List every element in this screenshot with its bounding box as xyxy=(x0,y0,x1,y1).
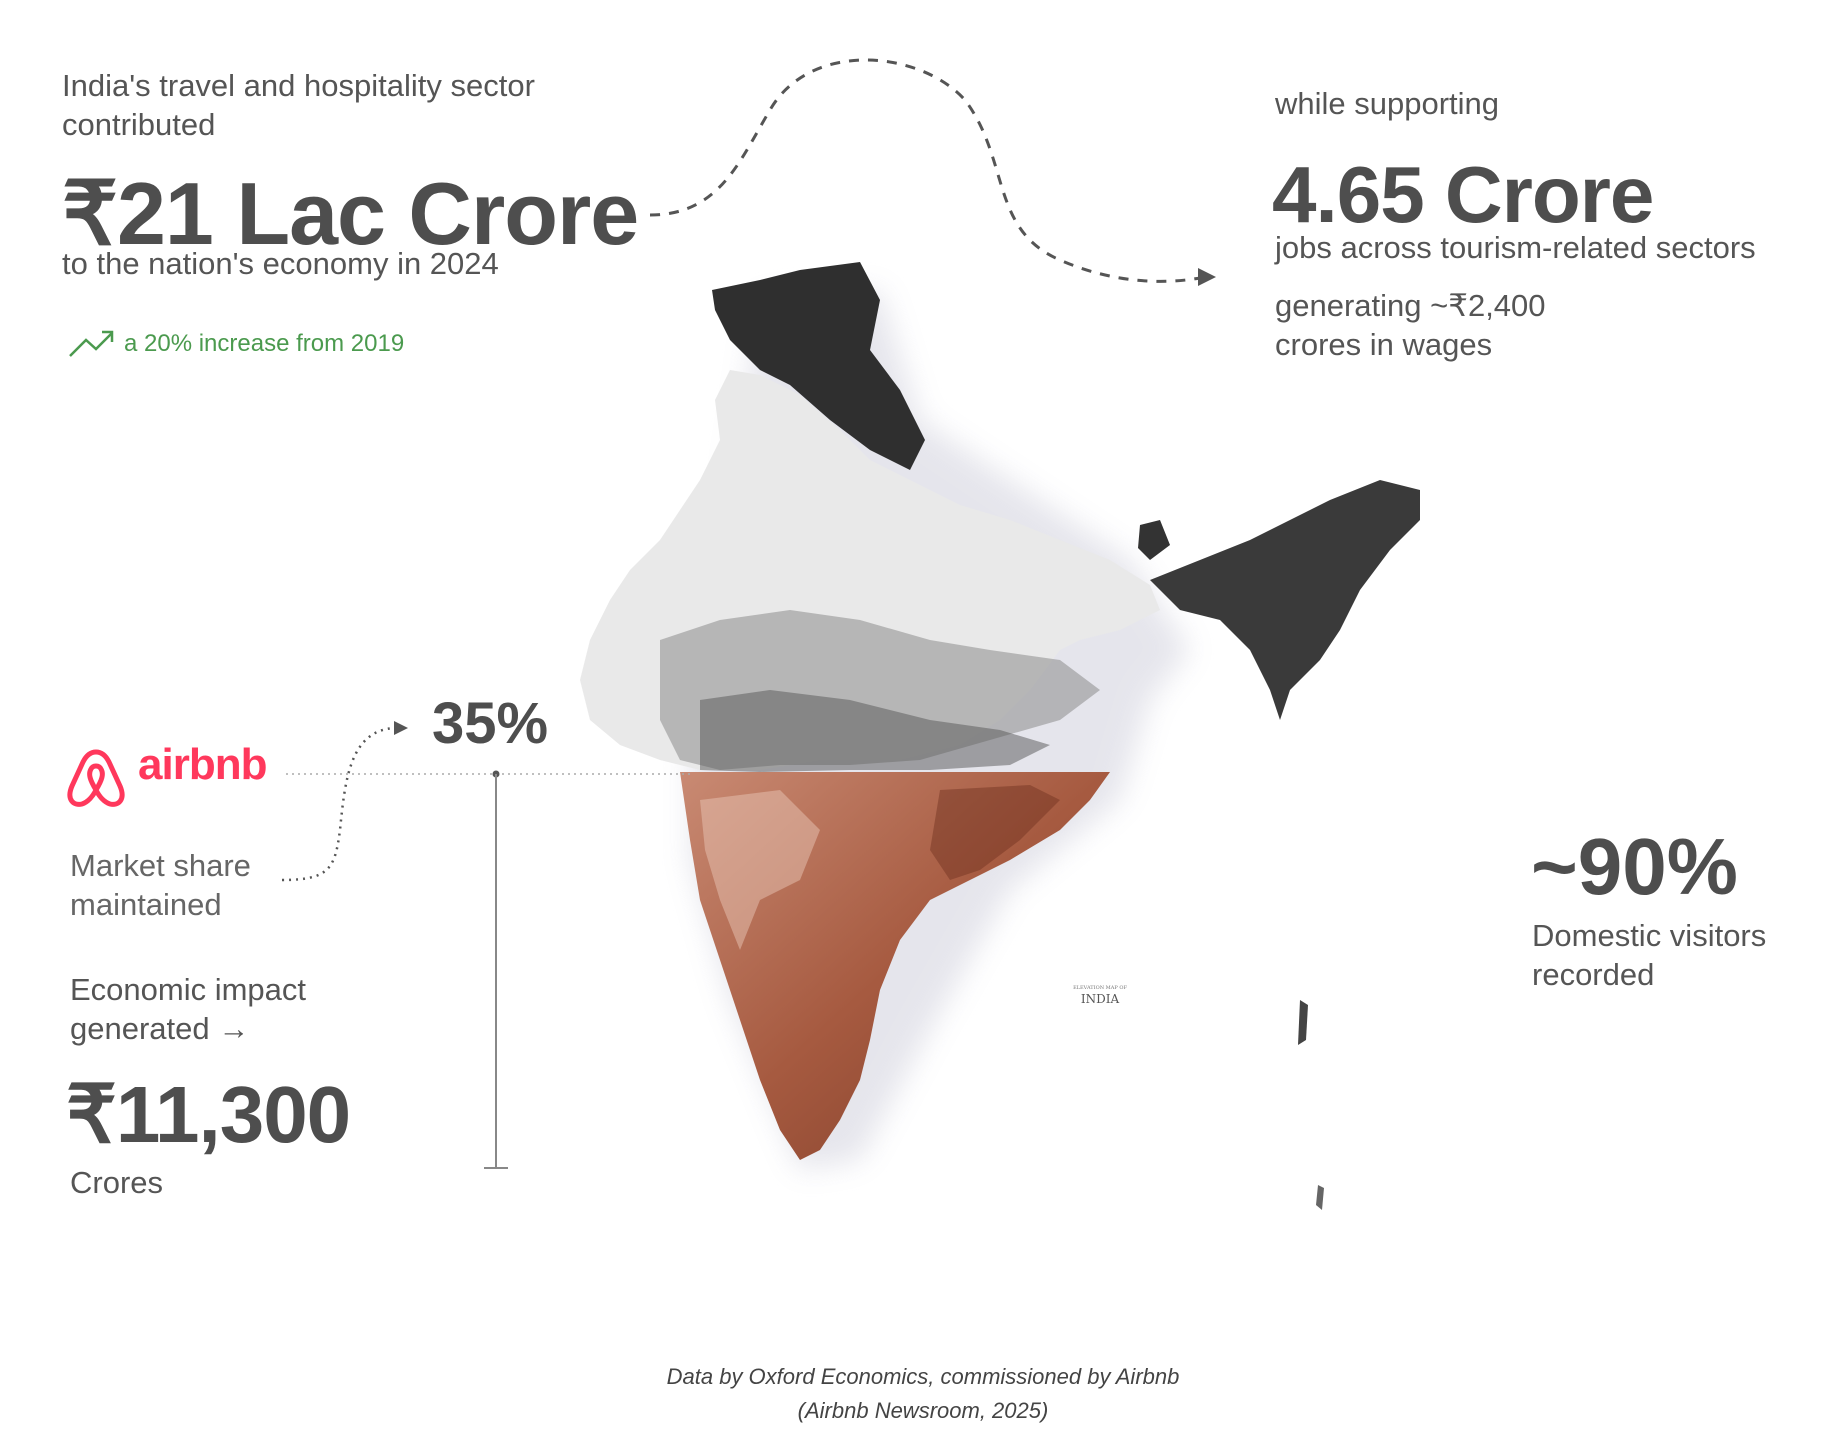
map-cartouche-title: INDIA xyxy=(1080,992,1120,1006)
map-north-mountains xyxy=(712,262,925,470)
connector-arrowhead-top xyxy=(1198,268,1216,286)
wages-text: generating ~₹2,400 crores in wages xyxy=(1275,288,1546,362)
growth-note: a 20% increase from 2019 xyxy=(124,330,405,357)
economic-impact-unit: Crores xyxy=(70,1165,164,1200)
market-share-value: 35% xyxy=(432,691,549,756)
domestic-visitors-label: Domestic visitors recorded xyxy=(1532,918,1767,992)
trend-up-icon xyxy=(69,330,114,357)
map-south-texture xyxy=(700,790,820,950)
map-northeast xyxy=(1150,480,1420,720)
map-central-dark xyxy=(700,690,1050,772)
connector-arrow-top xyxy=(649,58,1201,283)
jobs-text: jobs across tourism-related sectors xyxy=(1275,230,1756,265)
supporting-lead: while supporting xyxy=(1275,86,1500,121)
map-cartouche-small: ELEVATION MAP OF xyxy=(1073,985,1127,991)
map-south-dark xyxy=(930,785,1060,880)
map-cartouche: ELEVATION MAP OF INDIA xyxy=(1058,985,1142,1007)
airbnb-wordmark: airbnb xyxy=(138,740,267,789)
jobs-value: 4.65 Crore xyxy=(1272,150,1654,239)
contribution-value: ₹21 Lac Crore xyxy=(62,164,639,263)
map-andaman xyxy=(1298,1000,1308,1045)
intro-text: India's travel and hospitality sector co… xyxy=(62,68,535,142)
contribution-subline: to the nation's economy in 2024 xyxy=(62,246,499,281)
map-sikkim xyxy=(1138,520,1170,560)
economic-impact-value: ₹11,300 xyxy=(66,1070,351,1159)
connector-arrowhead-market xyxy=(394,721,408,735)
map-nicobar xyxy=(1316,1185,1324,1210)
source-line-1: Data by Oxford Economics, commissioned b… xyxy=(666,1364,1180,1389)
source-note: Data by Oxford Economics, commissioned b… xyxy=(0,1360,1846,1428)
airbnb-logo-icon xyxy=(67,749,125,807)
connector-arrow-market xyxy=(281,726,396,882)
market-share-label: Market share maintained xyxy=(70,848,251,922)
domestic-visitors-value: ~90% xyxy=(1531,822,1738,911)
source-line-2: (Airbnb Newsroom, 2025) xyxy=(797,1398,1049,1423)
economic-impact-label: Economic impact generated → xyxy=(70,972,307,1046)
